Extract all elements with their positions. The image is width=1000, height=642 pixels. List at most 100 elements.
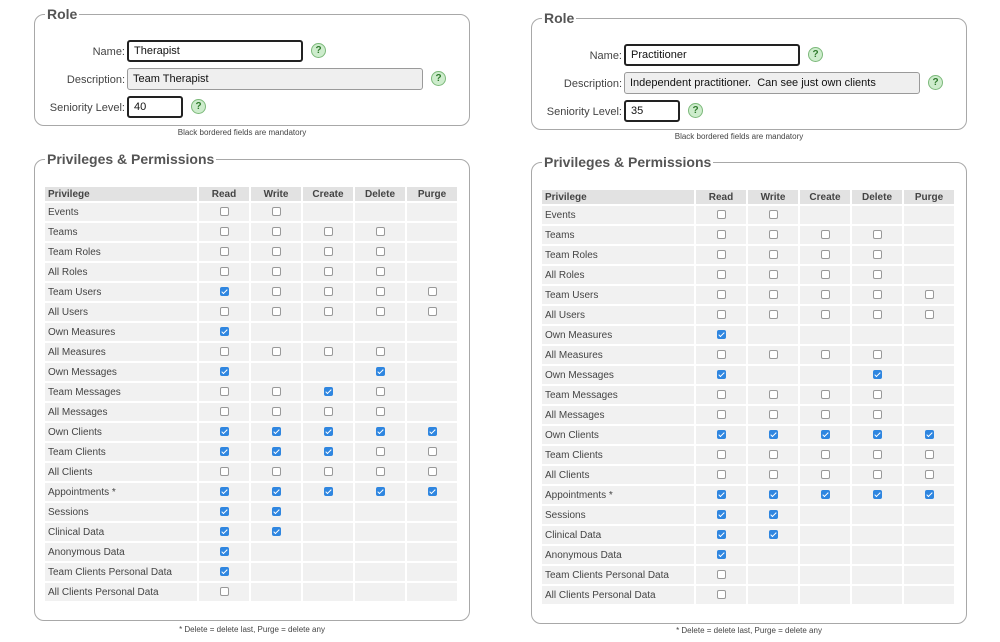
seniority-input[interactable] bbox=[127, 96, 183, 118]
read-checkbox[interactable] bbox=[219, 287, 229, 297]
read-checkbox[interactable] bbox=[716, 210, 726, 220]
delete-checkbox[interactable] bbox=[375, 347, 385, 357]
delete-checkbox[interactable] bbox=[375, 487, 385, 497]
create-checkbox[interactable] bbox=[820, 290, 830, 300]
read-checkbox[interactable] bbox=[716, 590, 726, 600]
read-checkbox[interactable] bbox=[219, 207, 229, 217]
description-input[interactable] bbox=[127, 68, 423, 90]
delete-checkbox[interactable] bbox=[872, 350, 882, 360]
delete-checkbox[interactable] bbox=[872, 290, 882, 300]
create-checkbox[interactable] bbox=[323, 347, 333, 357]
name-help-icon[interactable]: ? bbox=[808, 47, 823, 62]
delete-checkbox[interactable] bbox=[375, 427, 385, 437]
delete-checkbox[interactable] bbox=[375, 387, 385, 397]
create-checkbox[interactable] bbox=[820, 390, 830, 400]
write-checkbox[interactable] bbox=[768, 470, 778, 480]
read-checkbox[interactable] bbox=[219, 547, 229, 557]
create-checkbox[interactable] bbox=[820, 230, 830, 240]
purge-checkbox[interactable] bbox=[924, 290, 934, 300]
read-checkbox[interactable] bbox=[716, 250, 726, 260]
delete-checkbox[interactable] bbox=[872, 490, 882, 500]
delete-checkbox[interactable] bbox=[375, 407, 385, 417]
read-checkbox[interactable] bbox=[716, 450, 726, 460]
read-checkbox[interactable] bbox=[219, 467, 229, 477]
create-checkbox[interactable] bbox=[323, 487, 333, 497]
delete-checkbox[interactable] bbox=[375, 227, 385, 237]
description-help-icon[interactable]: ? bbox=[431, 71, 446, 86]
write-checkbox[interactable] bbox=[768, 450, 778, 460]
delete-checkbox[interactable] bbox=[375, 467, 385, 477]
delete-checkbox[interactable] bbox=[872, 430, 882, 440]
write-checkbox[interactable] bbox=[271, 287, 281, 297]
read-checkbox[interactable] bbox=[219, 367, 229, 377]
delete-checkbox[interactable] bbox=[872, 410, 882, 420]
read-checkbox[interactable] bbox=[716, 410, 726, 420]
create-checkbox[interactable] bbox=[820, 310, 830, 320]
write-checkbox[interactable] bbox=[271, 467, 281, 477]
read-checkbox[interactable] bbox=[219, 267, 229, 277]
write-checkbox[interactable] bbox=[768, 210, 778, 220]
delete-checkbox[interactable] bbox=[872, 470, 882, 480]
purge-checkbox[interactable] bbox=[427, 427, 437, 437]
write-checkbox[interactable] bbox=[768, 350, 778, 360]
create-checkbox[interactable] bbox=[323, 467, 333, 477]
name-help-icon[interactable]: ? bbox=[311, 43, 326, 58]
purge-checkbox[interactable] bbox=[427, 307, 437, 317]
create-checkbox[interactable] bbox=[323, 287, 333, 297]
create-checkbox[interactable] bbox=[820, 450, 830, 460]
purge-checkbox[interactable] bbox=[924, 470, 934, 480]
description-input[interactable] bbox=[624, 72, 920, 94]
read-checkbox[interactable] bbox=[716, 490, 726, 500]
seniority-help-icon[interactable]: ? bbox=[191, 99, 206, 114]
read-checkbox[interactable] bbox=[219, 507, 229, 517]
write-checkbox[interactable] bbox=[768, 290, 778, 300]
create-checkbox[interactable] bbox=[323, 387, 333, 397]
purge-checkbox[interactable] bbox=[427, 287, 437, 297]
write-checkbox[interactable] bbox=[768, 390, 778, 400]
write-checkbox[interactable] bbox=[271, 267, 281, 277]
name-input[interactable] bbox=[127, 40, 303, 62]
create-checkbox[interactable] bbox=[323, 267, 333, 277]
read-checkbox[interactable] bbox=[716, 310, 726, 320]
create-checkbox[interactable] bbox=[820, 350, 830, 360]
read-checkbox[interactable] bbox=[219, 587, 229, 597]
write-checkbox[interactable] bbox=[768, 510, 778, 520]
write-checkbox[interactable] bbox=[271, 247, 281, 257]
purge-checkbox[interactable] bbox=[427, 447, 437, 457]
write-checkbox[interactable] bbox=[271, 227, 281, 237]
read-checkbox[interactable] bbox=[716, 530, 726, 540]
write-checkbox[interactable] bbox=[768, 530, 778, 540]
delete-checkbox[interactable] bbox=[872, 370, 882, 380]
read-checkbox[interactable] bbox=[219, 407, 229, 417]
seniority-help-icon[interactable]: ? bbox=[688, 103, 703, 118]
write-checkbox[interactable] bbox=[271, 407, 281, 417]
read-checkbox[interactable] bbox=[716, 550, 726, 560]
purge-checkbox[interactable] bbox=[427, 467, 437, 477]
read-checkbox[interactable] bbox=[716, 270, 726, 280]
write-checkbox[interactable] bbox=[271, 487, 281, 497]
read-checkbox[interactable] bbox=[219, 387, 229, 397]
create-checkbox[interactable] bbox=[323, 407, 333, 417]
read-checkbox[interactable] bbox=[219, 447, 229, 457]
create-checkbox[interactable] bbox=[323, 307, 333, 317]
delete-checkbox[interactable] bbox=[872, 250, 882, 260]
delete-checkbox[interactable] bbox=[872, 270, 882, 280]
purge-checkbox[interactable] bbox=[924, 430, 934, 440]
write-checkbox[interactable] bbox=[271, 427, 281, 437]
read-checkbox[interactable] bbox=[716, 330, 726, 340]
write-checkbox[interactable] bbox=[768, 270, 778, 280]
write-checkbox[interactable] bbox=[768, 310, 778, 320]
read-checkbox[interactable] bbox=[219, 227, 229, 237]
read-checkbox[interactable] bbox=[219, 567, 229, 577]
create-checkbox[interactable] bbox=[820, 490, 830, 500]
read-checkbox[interactable] bbox=[716, 470, 726, 480]
purge-checkbox[interactable] bbox=[427, 487, 437, 497]
read-checkbox[interactable] bbox=[219, 247, 229, 257]
write-checkbox[interactable] bbox=[271, 447, 281, 457]
read-checkbox[interactable] bbox=[219, 327, 229, 337]
delete-checkbox[interactable] bbox=[872, 450, 882, 460]
delete-checkbox[interactable] bbox=[375, 367, 385, 377]
write-checkbox[interactable] bbox=[768, 490, 778, 500]
delete-checkbox[interactable] bbox=[375, 247, 385, 257]
create-checkbox[interactable] bbox=[820, 470, 830, 480]
